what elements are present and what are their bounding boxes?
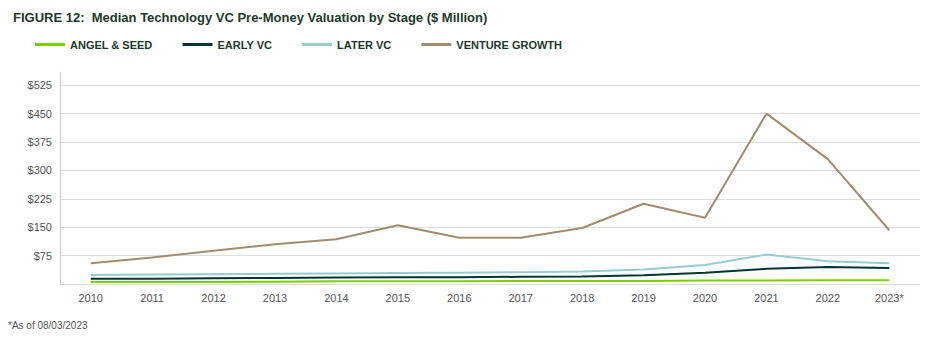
svg-text:2011: 2011 [140,292,164,304]
svg-text:2015: 2015 [386,292,410,304]
svg-text:2012: 2012 [201,292,225,304]
svg-text:2019: 2019 [631,292,655,304]
svg-text:2010: 2010 [78,292,102,304]
svg-text:$525: $525 [28,79,52,91]
svg-text:ANGEL & SEED: ANGEL & SEED [70,39,152,51]
svg-text:$150: $150 [28,221,52,233]
svg-text:EARLY VC: EARLY VC [218,39,272,51]
svg-text:$375: $375 [28,136,52,148]
svg-text:2018: 2018 [570,292,594,304]
svg-text:$75: $75 [34,250,52,262]
svg-text:LATER VC: LATER VC [337,39,391,51]
svg-text:VENTURE GROWTH: VENTURE GROWTH [456,39,562,51]
svg-text:*As of 08/03/2023: *As of 08/03/2023 [8,320,88,331]
svg-text:2021: 2021 [754,292,778,304]
svg-text:$300: $300 [28,164,52,176]
svg-text:2022: 2022 [816,292,840,304]
svg-text:2020: 2020 [693,292,717,304]
svg-text:$450: $450 [28,108,52,120]
svg-text:$225: $225 [28,193,52,205]
svg-text:2016: 2016 [447,292,471,304]
svg-text:2023*: 2023* [875,292,904,304]
svg-text:2017: 2017 [508,292,532,304]
svg-text:FIGURE 12: Median Technology: FIGURE 12: Median Technology VC Pre-Mone… [13,10,487,25]
svg-text:2013: 2013 [263,292,287,304]
svg-text:2014: 2014 [324,292,348,304]
